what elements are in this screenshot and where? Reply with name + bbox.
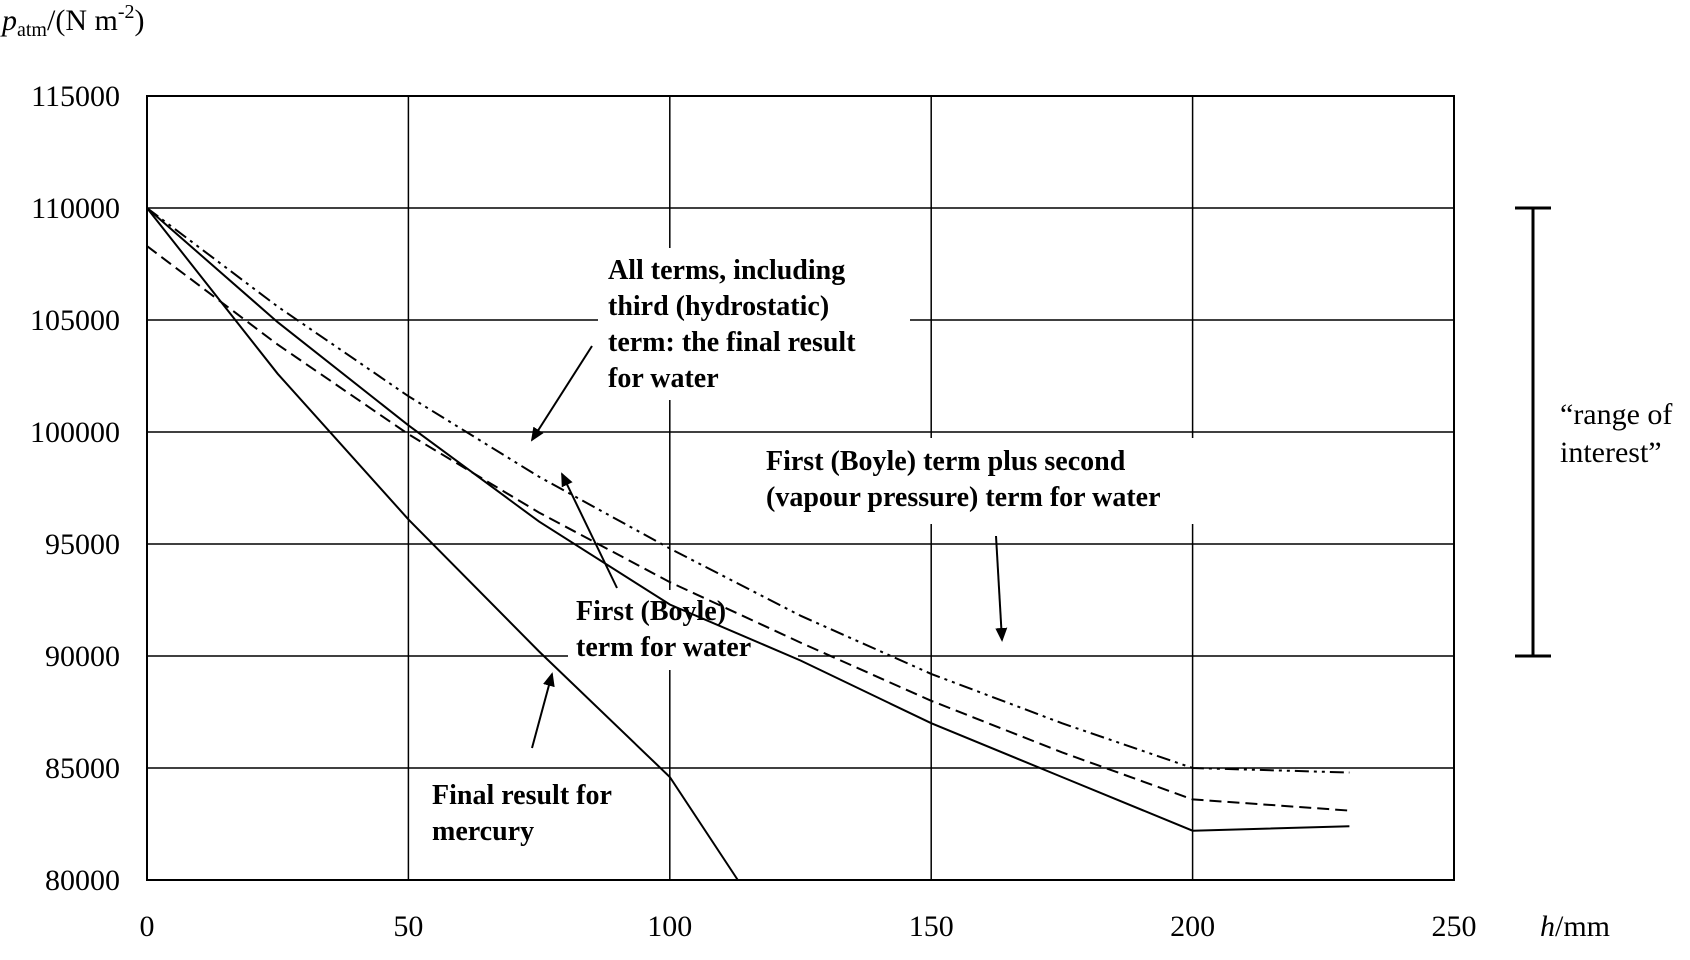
annotation-mercury-line-2: mercury bbox=[432, 816, 534, 847]
y-axis-title-symbol: p bbox=[0, 4, 17, 37]
annotation-all-terms-line-3: term: the final result bbox=[608, 327, 856, 358]
x-tick-label: 250 bbox=[1432, 910, 1477, 943]
arrow-mercury bbox=[531, 672, 555, 749]
plot-frame bbox=[146, 95, 1455, 881]
series-line-0 bbox=[146, 207, 1350, 832]
x-tick-label: 150 bbox=[909, 910, 954, 943]
range-of-interest-label-line-1: “range of bbox=[1560, 398, 1672, 431]
y-tick-label: 100000 bbox=[30, 416, 120, 449]
y-tick-label: 115000 bbox=[31, 80, 120, 113]
x-tick-label: 100 bbox=[647, 910, 692, 943]
annotation-boyle-vapour: First (Boyle) term plus second (vapour p… bbox=[766, 446, 1161, 513]
x-tick-label: 50 bbox=[393, 910, 423, 943]
annotation-boyle-line-1: First (Boyle) bbox=[576, 596, 726, 627]
y-tick-label: 95000 bbox=[45, 528, 120, 561]
annotation-boyle-vapour-line-1: First (Boyle) term plus second bbox=[766, 446, 1126, 477]
y-tick-label: 90000 bbox=[45, 640, 120, 673]
annotation-bg-all-terms bbox=[598, 248, 910, 400]
series-line-3 bbox=[146, 207, 739, 881]
series-line-2 bbox=[146, 207, 1350, 774]
x-tick-label: 0 bbox=[140, 910, 155, 943]
y-axis-title-unit: /(N m bbox=[47, 4, 118, 37]
annotation-boyle-line-2: term for water bbox=[576, 632, 751, 663]
range-of-interest-label: “range of interest” bbox=[1560, 398, 1680, 469]
annotation-mercury-line-1: Final result for bbox=[432, 780, 611, 811]
tick-labels: 0 50 100 150 200 250 80000 85000 90000 95000 10000… bbox=[30, 80, 1477, 943]
annotation-bg-mercury bbox=[424, 772, 646, 852]
x-axis-title-unit: /mm bbox=[1555, 910, 1610, 943]
annotation-all-terms: All terms, including third (hydrostatic)… bbox=[608, 255, 863, 394]
y-axis-title-subscript: atm bbox=[17, 19, 47, 41]
y-axis-title-superscript: -2 bbox=[118, 1, 135, 23]
arrow-all-terms bbox=[530, 345, 593, 442]
x-axis-title-symbol: h bbox=[1540, 910, 1555, 943]
x-tick-label: 200 bbox=[1170, 910, 1215, 943]
annotation-boyle-vapour-line-2: (vapour pressure) term for water bbox=[766, 482, 1161, 513]
arrow-boyle bbox=[561, 472, 618, 589]
y-axis-title: patm/(N m-2) bbox=[0, 1, 145, 41]
annotation-bg-boyle bbox=[568, 590, 798, 670]
annotation-mercury: Final result for mercury bbox=[432, 780, 618, 847]
annotation-bg-boyle-vapour bbox=[758, 438, 1194, 524]
x-axis-title: h/mm bbox=[1540, 910, 1610, 943]
y-tick-label: 85000 bbox=[45, 752, 120, 785]
series-line-1 bbox=[146, 245, 1350, 812]
annotation-all-terms-line-1: All terms, including bbox=[608, 255, 845, 286]
series-group bbox=[146, 207, 1350, 881]
y-axis-title-close: ) bbox=[135, 4, 145, 37]
y-tick-label: 105000 bbox=[30, 304, 120, 337]
annotation-boyle: First (Boyle) term for water bbox=[576, 596, 751, 663]
range-of-interest-bracket bbox=[1515, 206, 1551, 658]
range-of-interest-label-line-2: interest” bbox=[1560, 436, 1662, 469]
annotation-all-terms-line-4: for water bbox=[608, 363, 719, 394]
annotation-all-terms-line-2: third (hydrostatic) bbox=[608, 291, 829, 322]
arrow-boyle-vapour bbox=[995, 535, 1008, 642]
y-tick-label: 80000 bbox=[45, 864, 120, 897]
y-tick-label: 110000 bbox=[31, 192, 120, 225]
